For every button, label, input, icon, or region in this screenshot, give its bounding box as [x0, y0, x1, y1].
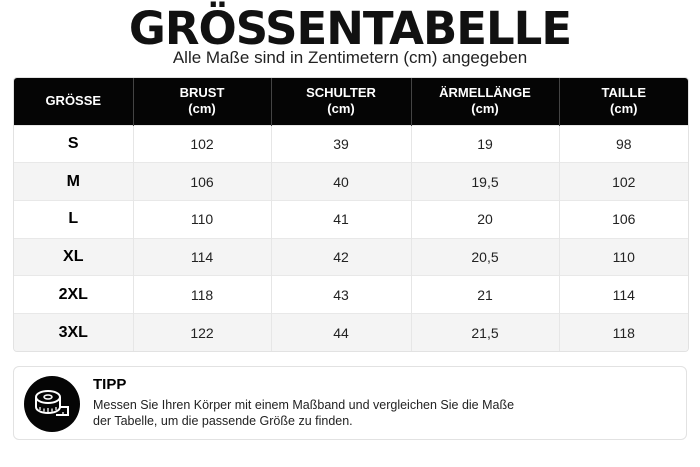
chest-cell: 110	[132, 199, 271, 239]
tip-text-line: der Tabelle, um die passende Größe zu fi…	[93, 414, 353, 428]
column-header-chest: BRUST (cm)	[132, 78, 271, 125]
column-header-label: BRUST	[179, 85, 225, 101]
size-cell: M	[14, 162, 133, 201]
column-header-shoulder: SCHULTER (cm)	[270, 78, 411, 125]
size-table-container: GRÖSSE BRUST (cm) SCHULTER (cm) ÄRMELLÄN…	[13, 77, 689, 352]
sleeve-cell: 19,5	[410, 162, 559, 201]
size-table-body: S 102 39 19 98 M 106 40 19,5 102 L 110 4…	[14, 124, 688, 351]
column-header-size: GRÖSSE	[14, 78, 133, 125]
column-header-unit: (cm)	[471, 101, 499, 117]
chest-cell: 106	[132, 162, 271, 201]
size-cell: S	[14, 124, 133, 163]
table-row: 3XL 122 44 21,5 118	[14, 312, 688, 351]
shoulder-cell: 39	[270, 124, 411, 163]
size-cell: 2XL	[14, 275, 133, 314]
tip-box: TIPP Messen Sie Ihren Körper mit einem M…	[13, 366, 687, 440]
size-table: GRÖSSE BRUST (cm) SCHULTER (cm) ÄRMELLÄN…	[14, 78, 688, 351]
column-header-unit: (cm)	[610, 101, 638, 117]
size-cell: 3XL	[14, 312, 133, 351]
page-title: GRÖSSENTABELLE	[128, 2, 572, 55]
sleeve-cell: 21	[410, 275, 559, 314]
size-cell: L	[14, 199, 133, 239]
waist-cell: 106	[558, 199, 688, 239]
sleeve-cell: 20	[410, 199, 559, 239]
shoulder-cell: 42	[270, 237, 411, 276]
column-header-sleeve-length: ÄRMELLÄNGE (cm)	[410, 78, 559, 125]
shoulder-cell: 44	[270, 312, 411, 351]
chest-cell: 102	[132, 124, 271, 163]
waist-cell: 114	[558, 275, 688, 314]
chest-cell: 122	[132, 312, 271, 351]
measuring-tape-icon-graphic	[35, 390, 69, 416]
table-row: M 106 40 19,5 102	[14, 162, 688, 201]
waist-cell: 110	[558, 237, 688, 276]
column-header-waist: TAILLE (cm)	[558, 78, 688, 125]
sleeve-cell: 21,5	[410, 312, 559, 351]
measuring-tape-icon	[24, 376, 80, 432]
size-cell: XL	[14, 237, 133, 276]
table-row: L 110 41 20 106	[14, 199, 688, 239]
column-header-unit: (cm)	[188, 101, 216, 117]
size-table-header: GRÖSSE BRUST (cm) SCHULTER (cm) ÄRMELLÄN…	[14, 78, 688, 125]
waist-cell: 102	[558, 162, 688, 201]
column-header-unit: (cm)	[327, 101, 355, 117]
waist-cell: 118	[558, 312, 688, 351]
shoulder-cell: 41	[270, 199, 411, 239]
table-row: S 102 39 19 98	[14, 124, 688, 163]
shoulder-cell: 43	[270, 275, 411, 314]
sleeve-cell: 19	[410, 124, 559, 163]
header-row: GRÖSSE BRUST (cm) SCHULTER (cm) ÄRMELLÄN…	[14, 78, 688, 125]
column-header-label: ÄRMELLÄNGE	[439, 85, 531, 101]
column-header-label: TAILLE	[601, 85, 647, 101]
waist-cell: 98	[558, 124, 688, 163]
tip-title: TIPP	[93, 376, 127, 393]
column-header-label: SCHULTER	[306, 85, 376, 101]
tip-text: Messen Sie Ihren Körper mit einem Maßban…	[93, 397, 553, 429]
sleeve-cell: 20,5	[410, 237, 559, 276]
table-row: 2XL 118 43 21 114	[14, 275, 688, 314]
shoulder-cell: 40	[270, 162, 411, 201]
column-header-label: GRÖSSE	[45, 93, 102, 109]
tip-text-line: Messen Sie Ihren Körper mit einem Maßban…	[93, 398, 515, 412]
chest-cell: 114	[132, 237, 271, 276]
chest-cell: 118	[132, 275, 271, 314]
page-subtitle: Alle Maße sind in Zentimetern (cm) angeg…	[172, 48, 528, 67]
table-row: XL 114 42 20,5 110	[14, 237, 688, 276]
